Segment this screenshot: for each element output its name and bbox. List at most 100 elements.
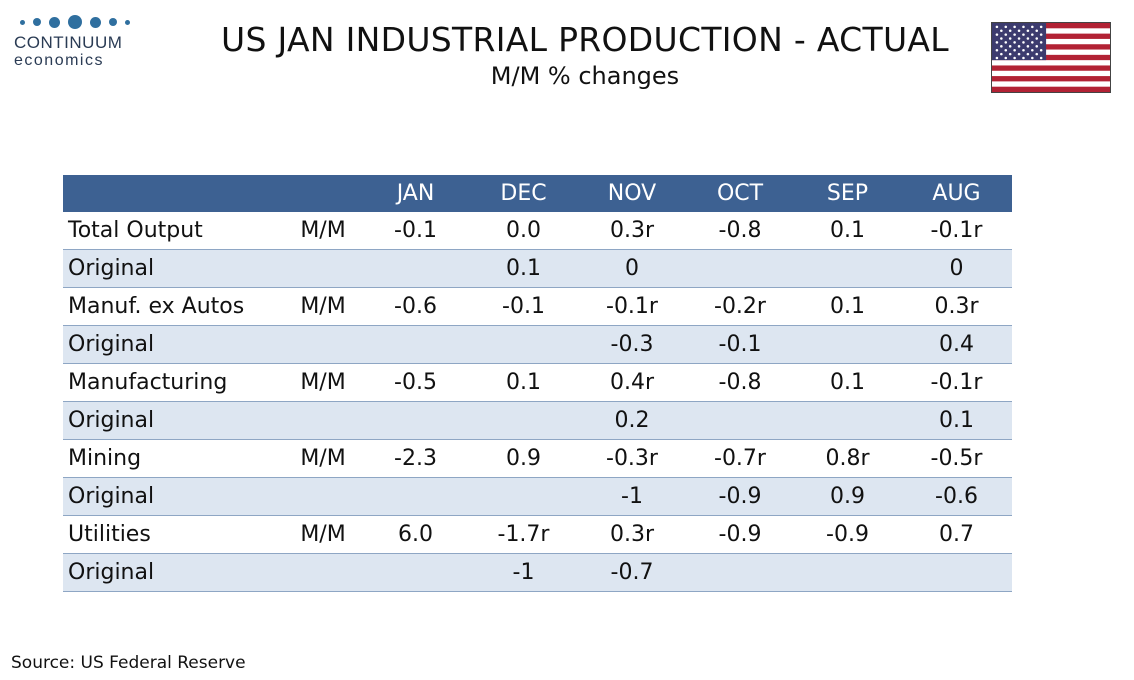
row-unit xyxy=(284,401,362,440)
table-body: Total Output M/M -0.1 0.0 0.3r -0.8 0.1 -0.1r Or… xyxy=(63,212,1012,592)
row-label: Mining xyxy=(63,439,284,478)
column-header xyxy=(63,175,284,212)
row-label: Manuf. ex Autos xyxy=(63,287,284,326)
table-cell xyxy=(794,325,901,364)
row-unit xyxy=(284,325,362,364)
table-cell: -0.9 xyxy=(686,477,794,516)
column-header-sep: SEP xyxy=(794,175,901,212)
table-cell: -0.1 xyxy=(686,325,794,364)
table-row: Total Output M/M -0.1 0.0 0.3r -0.8 0.1 -0.1r xyxy=(63,212,1012,250)
table-cell xyxy=(362,553,469,592)
table-row: Original 0.1 0 0 xyxy=(63,249,1012,288)
source-note: Source: US Federal Reserve xyxy=(11,653,246,673)
table-cell: -0.1 xyxy=(362,212,469,250)
table-cell: 0.3r xyxy=(901,287,1012,326)
row-unit: M/M xyxy=(284,363,362,402)
table-cell: 0 xyxy=(578,249,686,288)
table-cell xyxy=(794,553,901,592)
table-cell: -0.9 xyxy=(794,515,901,554)
table-row: Manuf. ex Autos M/M -0.6 -0.1 -0.1r -0.2r 0.1 0… xyxy=(63,287,1012,326)
table-cell xyxy=(469,401,578,440)
row-unit: M/M xyxy=(284,439,362,478)
continuum-logo-icon xyxy=(20,14,134,30)
table-cell xyxy=(901,553,1012,592)
table-cell: -0.8 xyxy=(686,363,794,402)
table-cell: 0.1 xyxy=(794,363,901,402)
brand-sub: economics xyxy=(14,52,104,69)
table-cell: -0.1r xyxy=(901,212,1012,250)
table-cell: 0.2 xyxy=(578,401,686,440)
row-unit xyxy=(284,249,362,288)
table-cell: 0.0 xyxy=(469,212,578,250)
table-cell: 6.0 xyxy=(362,515,469,554)
table-cell: -0.9 xyxy=(686,515,794,554)
table-cell: -0.5r xyxy=(901,439,1012,478)
row-unit: M/M xyxy=(284,515,362,554)
table-cell: -2.3 xyxy=(362,439,469,478)
column-header-nov: NOV xyxy=(578,175,686,212)
page-title: US JAN INDUSTRIAL PRODUCTION - ACTUAL xyxy=(221,20,949,59)
table-cell: 0.4 xyxy=(901,325,1012,364)
row-label: Total Output xyxy=(63,212,284,250)
table-cell: -0.1 xyxy=(469,287,578,326)
table-cell: -0.2r xyxy=(686,287,794,326)
industrial-production-table: JAN DEC NOV OCT SEP AUG Total Output M/M -… xyxy=(63,175,1012,592)
table-row: Original -1 -0.9 0.9 -0.6 xyxy=(63,477,1012,516)
table-cell: 0.1 xyxy=(469,363,578,402)
table-cell xyxy=(362,325,469,364)
table-cell: 0.1 xyxy=(794,212,901,250)
table-cell: 0.8r xyxy=(794,439,901,478)
table-cell xyxy=(794,401,901,440)
table-cell: 0.1 xyxy=(901,401,1012,440)
column-header-dec: DEC xyxy=(469,175,578,212)
table-cell: 0.3r xyxy=(578,212,686,250)
table-row: Original -0.3 -0.1 0.4 xyxy=(63,325,1012,364)
row-label: Original xyxy=(63,553,284,592)
table-cell: -0.6 xyxy=(362,287,469,326)
table-cell: 0.1 xyxy=(794,287,901,326)
row-label: Original xyxy=(63,325,284,364)
table-cell xyxy=(686,401,794,440)
table-cell: -0.6 xyxy=(901,477,1012,516)
table-cell: 0.4r xyxy=(578,363,686,402)
row-unit xyxy=(284,553,362,592)
table-cell: -0.3 xyxy=(578,325,686,364)
row-label: Original xyxy=(63,249,284,288)
table-cell: 0.1 xyxy=(469,249,578,288)
table-cell: -0.7 xyxy=(578,553,686,592)
column-header xyxy=(284,175,362,212)
table-cell: -0.7r xyxy=(686,439,794,478)
row-label: Manufacturing xyxy=(63,363,284,402)
us-flag-icon xyxy=(991,22,1111,93)
column-header-oct: OCT xyxy=(686,175,794,212)
table-cell xyxy=(362,249,469,288)
table-cell xyxy=(362,477,469,516)
table-header-row: JAN DEC NOV OCT SEP AUG xyxy=(63,175,1012,212)
row-unit xyxy=(284,477,362,516)
table-row: Original -1 -0.7 xyxy=(63,553,1012,592)
table-cell xyxy=(362,401,469,440)
table-cell xyxy=(686,249,794,288)
table-cell: 0.7 xyxy=(901,515,1012,554)
table-cell xyxy=(469,325,578,364)
column-header-aug: AUG xyxy=(901,175,1012,212)
table-cell xyxy=(794,249,901,288)
table-cell: -0.1r xyxy=(578,287,686,326)
table-cell: -1 xyxy=(469,553,578,592)
row-label: Utilities xyxy=(63,515,284,554)
brand-name: CONTINUUM xyxy=(14,33,123,52)
table-cell: 0.9 xyxy=(469,439,578,478)
table-cell: -0.8 xyxy=(686,212,794,250)
table-row: Manufacturing M/M -0.5 0.1 0.4r -0.8 0.1 -0.1r xyxy=(63,363,1012,402)
continuum-logo: CONTINUUM economics xyxy=(14,14,134,69)
table-cell: 0.3r xyxy=(578,515,686,554)
table-row: Original 0.2 0.1 xyxy=(63,401,1012,440)
table-row: Mining M/M -2.3 0.9 -0.3r -0.7r 0.8r -0.5r xyxy=(63,439,1012,478)
table-cell xyxy=(469,477,578,516)
table-cell: -1.7r xyxy=(469,515,578,554)
table-cell: 0 xyxy=(901,249,1012,288)
table-row: Utilities M/M 6.0 -1.7r 0.3r -0.9 -0.9 0.7 xyxy=(63,515,1012,554)
row-unit: M/M xyxy=(284,287,362,326)
table-cell xyxy=(686,553,794,592)
table-cell: -0.5 xyxy=(362,363,469,402)
